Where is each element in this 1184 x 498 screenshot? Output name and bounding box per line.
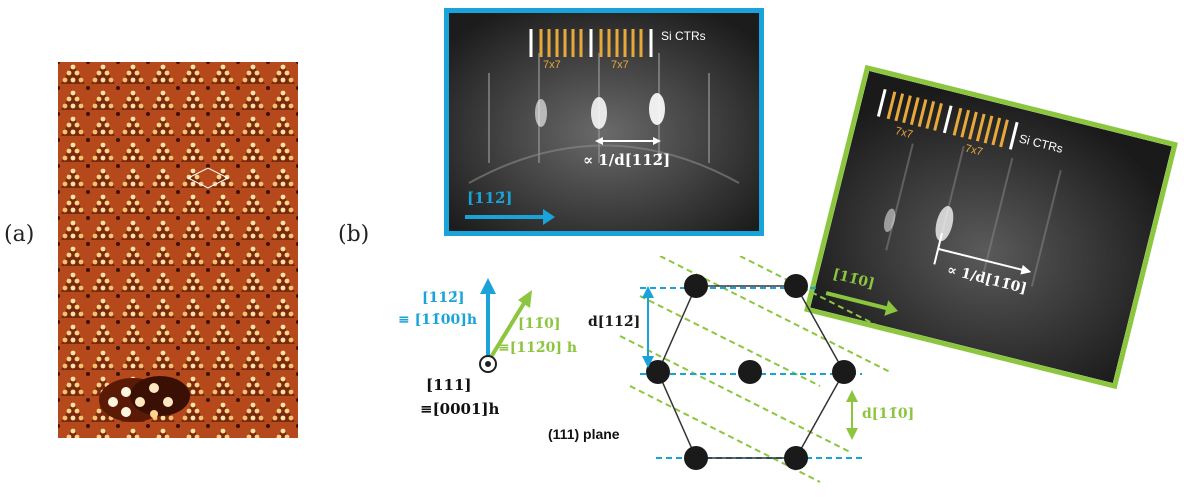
axis-blue-line2: ≡ [11̄00]h	[398, 312, 477, 328]
axis-blue-line1: [112̄]	[422, 290, 465, 306]
seven-by-seven-left-top: 7x7	[543, 59, 561, 71]
panel-label-b: (b)	[338, 222, 370, 247]
rheed-pattern-right: Si CTRs 7x7 7x7 ∝ 1/d[11̄0] [11̄0]	[804, 64, 1178, 390]
axis-center-line1: [111]	[426, 376, 472, 394]
axis-center-line2: ≡[0001]h	[420, 400, 500, 418]
spacing-label-top: ∝ 1/d[112̄]	[583, 151, 671, 169]
crystal-axes-diagram: [112̄] ≡ [11̄00]h [11̄0] ≡[112̄0] h [111…	[380, 270, 580, 490]
si-ctrs-label-top: Si CTRs	[661, 29, 706, 43]
panel-label-a: (a)	[4, 222, 35, 247]
stm-image	[58, 62, 298, 438]
seven-by-seven-right-top: 7x7	[611, 59, 629, 71]
stm-defect-cluster	[99, 376, 190, 422]
d-green-label: d[11̄0]	[862, 406, 915, 422]
hexagonal-lattice-diagram: d[112̄] d[11̄0] (111) plane	[548, 256, 914, 492]
axis-green-line1: [11̄0]	[518, 316, 561, 332]
rheed-pattern-right-wrapper: Si CTRs 7x7 7x7 ∝ 1/d[11̄0] [11̄0]	[804, 64, 1178, 390]
plane-label: (111) plane	[548, 426, 620, 442]
rheed-pattern-top: Si CTRs 7x7 7x7 ∝ 1/d[112̄] [112̄]	[444, 8, 764, 236]
direction-label-top: [112̄]	[467, 189, 513, 207]
axis-green-line2: ≡[112̄0] h	[498, 340, 577, 356]
d-blue-label: d[112̄]	[588, 314, 641, 330]
